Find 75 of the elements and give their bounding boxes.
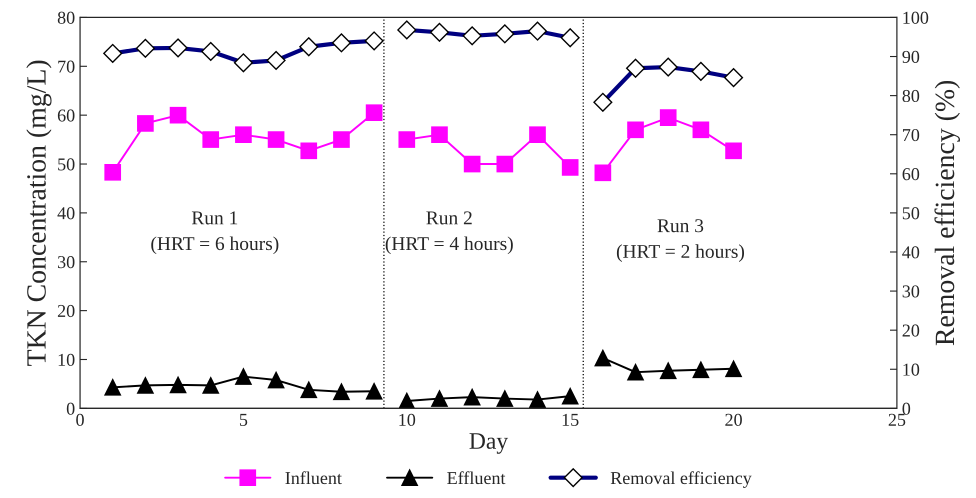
y2-tick-label: 80 xyxy=(902,90,920,102)
x-axis-title: Day xyxy=(470,433,508,454)
y2-tick-label: 70 xyxy=(902,128,920,142)
point xyxy=(202,131,220,148)
y2-tick-label: 50 xyxy=(902,207,920,220)
point xyxy=(202,377,220,394)
y2-axis-title: Removal efficiency (%) xyxy=(934,80,960,346)
x-tick-label: 10 xyxy=(399,414,416,426)
point xyxy=(235,126,252,144)
point xyxy=(660,362,677,380)
x-tick-label: 20 xyxy=(725,414,742,426)
point xyxy=(431,126,448,144)
point xyxy=(104,379,122,396)
point xyxy=(496,390,514,407)
point xyxy=(366,104,382,122)
annotation: Run 3 (HRT = 2 hours) xyxy=(616,219,744,262)
point xyxy=(398,131,416,148)
point xyxy=(268,131,284,148)
point xyxy=(137,377,154,394)
point xyxy=(398,392,416,408)
x-tick-label: 25 xyxy=(888,414,906,426)
point xyxy=(431,390,448,407)
point xyxy=(496,156,514,172)
legend-label: Removal efficiency xyxy=(610,471,752,488)
point xyxy=(627,364,644,381)
point xyxy=(170,106,186,124)
x-tick-label: 0 xyxy=(76,414,84,426)
point xyxy=(366,382,382,400)
point xyxy=(333,131,350,148)
point xyxy=(464,156,480,172)
point xyxy=(660,109,677,126)
point xyxy=(333,383,350,400)
y-tick-label: 30 xyxy=(58,256,74,268)
point xyxy=(300,381,318,398)
point xyxy=(627,121,644,138)
point xyxy=(594,350,612,366)
point xyxy=(137,115,154,132)
point xyxy=(464,388,480,406)
annotation: Run 2 (HRT = 4 hours) xyxy=(386,211,513,254)
legend-label: Influent xyxy=(285,471,342,484)
y-axis-title: TKN Concentration (mg/L) xyxy=(26,60,52,366)
y2-tick-label: 40 xyxy=(902,246,920,258)
point xyxy=(235,368,252,385)
point xyxy=(562,159,579,176)
point xyxy=(692,361,710,378)
y-tick-label: 10 xyxy=(58,354,74,366)
y2-tick-label: 90 xyxy=(902,50,920,63)
point xyxy=(692,121,710,138)
y-tick-label: 0 xyxy=(66,402,74,415)
point xyxy=(529,391,546,408)
legend-label: Effluent xyxy=(447,471,506,484)
y-tick-label: 20 xyxy=(58,304,74,318)
y2-tick-label: 100 xyxy=(903,12,928,24)
annotation: Run 1 (HRT = 6 hours) xyxy=(151,211,278,254)
y2-tick-label: 10 xyxy=(903,364,920,376)
point xyxy=(170,376,186,394)
y-tick-label: 70 xyxy=(58,60,74,73)
point xyxy=(725,360,742,378)
y-tick-label: 40 xyxy=(57,207,74,220)
y-tick-label: 60 xyxy=(58,109,74,122)
point xyxy=(268,372,284,388)
y2-tick-label: 20 xyxy=(902,324,920,337)
y2-tick-label: 60 xyxy=(902,168,920,180)
x-tick-label: 5 xyxy=(240,414,248,426)
y-tick-label: 80 xyxy=(58,12,74,24)
y2-tick-label: 30 xyxy=(902,285,920,298)
point xyxy=(300,142,318,160)
point xyxy=(594,164,612,182)
x-tick-label: 15 xyxy=(562,414,578,426)
point xyxy=(725,142,742,160)
y2-tick-label: 0 xyxy=(902,402,910,415)
point xyxy=(529,126,546,144)
y-tick-label: 50 xyxy=(58,158,74,170)
point xyxy=(562,388,579,404)
point xyxy=(104,164,122,181)
